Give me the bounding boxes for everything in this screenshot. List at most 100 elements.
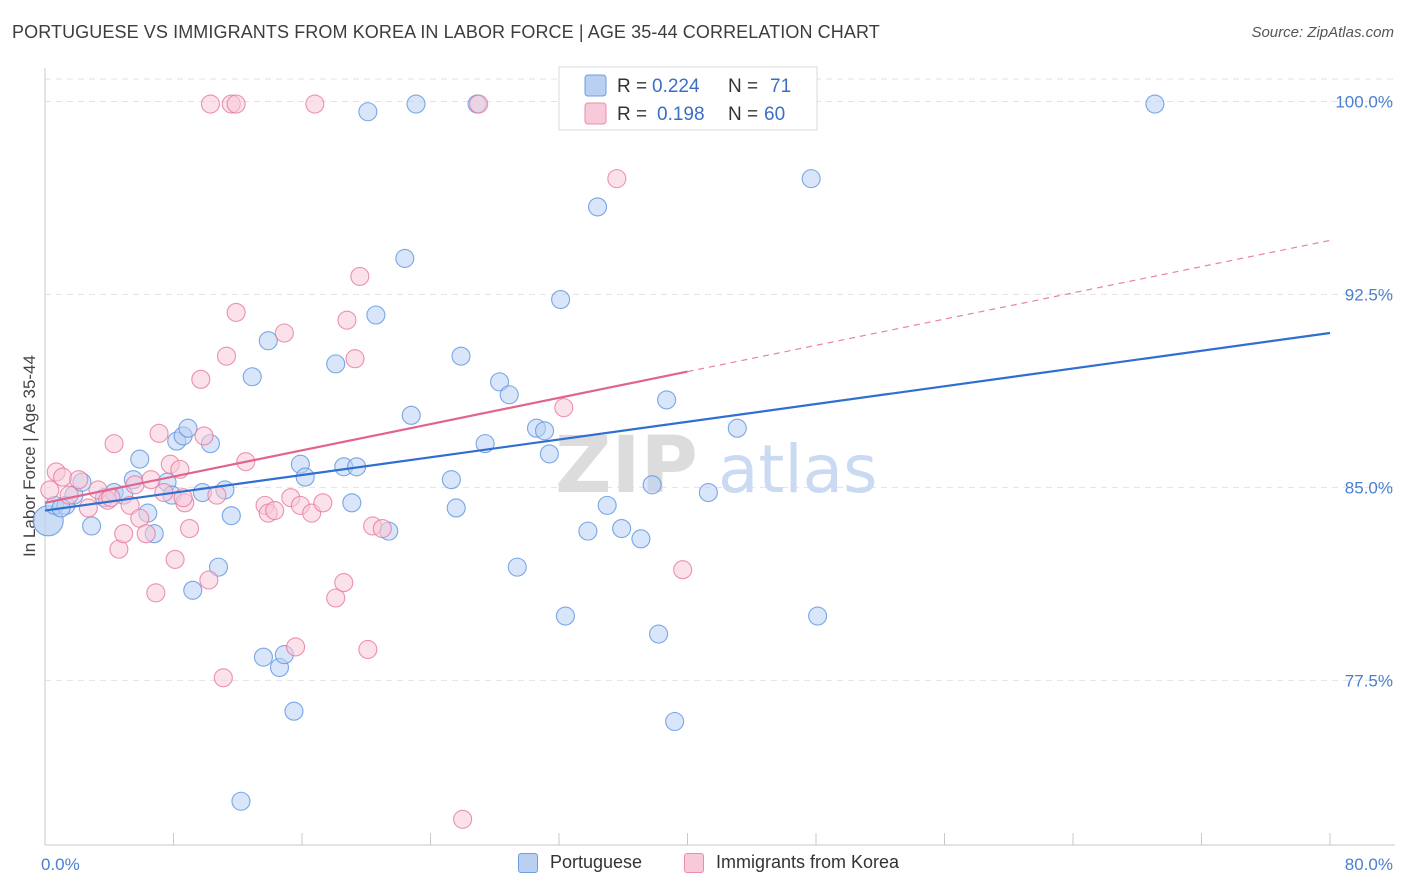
data-point bbox=[539, 444, 559, 464]
data-point bbox=[180, 518, 200, 539]
data-point bbox=[665, 711, 685, 732]
data-point bbox=[358, 639, 378, 660]
data-point bbox=[284, 701, 304, 721]
legend-label: Portuguese bbox=[550, 852, 643, 872]
data-point bbox=[213, 668, 233, 688]
watermark-atlas: atlas bbox=[718, 431, 878, 508]
data-point bbox=[587, 197, 608, 217]
legend-n-label-2: N = bbox=[728, 104, 758, 125]
data-point bbox=[165, 549, 185, 569]
data-point bbox=[53, 467, 73, 487]
data-point bbox=[649, 624, 669, 644]
data-point bbox=[350, 266, 370, 286]
legend-swatch bbox=[518, 852, 538, 873]
legend-r-label-1: R = bbox=[617, 76, 647, 97]
data-point bbox=[372, 518, 392, 539]
legend-swatch-portuguese bbox=[584, 74, 607, 97]
data-point bbox=[253, 647, 274, 667]
legend-r-value-2: 0.198 bbox=[657, 104, 705, 125]
data-point bbox=[226, 94, 246, 114]
data-point bbox=[178, 418, 198, 438]
legend-n-value-1: 71 bbox=[770, 76, 791, 97]
data-point bbox=[183, 580, 203, 600]
data-point bbox=[265, 500, 285, 521]
data-point bbox=[194, 426, 214, 446]
x-tick-label: 80.0% bbox=[1345, 855, 1393, 874]
data-point bbox=[555, 606, 575, 626]
trend-extension-korea bbox=[687, 239, 1331, 373]
data-point bbox=[358, 102, 378, 122]
data-point bbox=[395, 248, 415, 268]
data-point bbox=[554, 398, 574, 418]
y-tick-label: 85.0% bbox=[1345, 478, 1393, 497]
data-point bbox=[490, 372, 510, 392]
data-point bbox=[673, 560, 693, 580]
data-point bbox=[69, 470, 89, 490]
data-point bbox=[313, 493, 333, 513]
data-point bbox=[499, 385, 519, 405]
data-point bbox=[578, 521, 598, 541]
chart-title: PORTUGUESE VS IMMIGRANTS FROM KOREA IN L… bbox=[12, 22, 880, 42]
data-point bbox=[216, 346, 237, 366]
data-point bbox=[231, 791, 251, 811]
y-tick-label: 77.5% bbox=[1345, 671, 1393, 690]
y-tick-label: 100.0% bbox=[1335, 92, 1393, 111]
data-point bbox=[114, 524, 134, 544]
data-point bbox=[286, 637, 306, 657]
data-point bbox=[657, 390, 677, 410]
data-point bbox=[199, 570, 219, 590]
data-point bbox=[801, 169, 821, 189]
data-point bbox=[406, 94, 426, 114]
source-credit: Source: ZipAtlas.com bbox=[1251, 24, 1394, 41]
stats-legend: R = 0.224 N = 71 R = 0.198 N = 60 bbox=[558, 66, 818, 131]
legend-swatch bbox=[684, 852, 704, 873]
legend-item-korea: Immigrants from Korea bbox=[684, 852, 899, 873]
data-point bbox=[120, 495, 140, 515]
data-point bbox=[221, 506, 241, 526]
data-point bbox=[534, 421, 555, 441]
data-point bbox=[149, 423, 169, 443]
data-point bbox=[469, 94, 489, 114]
data-point bbox=[326, 354, 346, 374]
data-point bbox=[1145, 94, 1165, 114]
data-point bbox=[727, 418, 747, 438]
data-point bbox=[337, 310, 357, 330]
data-point bbox=[551, 290, 571, 310]
data-point bbox=[451, 346, 471, 366]
x-tick-label: 0.0% bbox=[41, 855, 80, 874]
tick-labels: 100.0% 92.5% 85.0% 77.5% 0.0% 80.0% bbox=[41, 92, 1393, 874]
legend-item-portuguese: Portuguese bbox=[518, 852, 642, 873]
data-point bbox=[104, 434, 124, 454]
series-legend: Portuguese Immigrants from Korea bbox=[0, 852, 1406, 878]
data-point bbox=[326, 588, 346, 608]
data-point bbox=[146, 583, 166, 603]
data-point bbox=[808, 606, 828, 626]
data-point bbox=[258, 331, 278, 351]
data-point bbox=[342, 493, 362, 513]
data-point bbox=[446, 498, 466, 518]
data-point bbox=[631, 529, 651, 549]
watermark-zip: ZIP bbox=[555, 421, 698, 511]
data-point bbox=[401, 405, 421, 425]
data-point bbox=[642, 475, 662, 495]
legend-n-label-1: N = bbox=[728, 76, 758, 97]
legend-r-label-2: R = bbox=[617, 104, 647, 125]
trend-line-korea bbox=[44, 370, 688, 504]
data-point bbox=[130, 449, 150, 469]
data-point bbox=[507, 557, 527, 577]
data-point bbox=[607, 169, 627, 189]
data-point bbox=[597, 495, 617, 515]
data-point bbox=[40, 480, 60, 500]
trend-lines bbox=[44, 239, 1331, 512]
data-point bbox=[82, 516, 102, 536]
data-point bbox=[207, 485, 227, 505]
legend-r-value-1: 0.224 bbox=[652, 76, 700, 97]
axes bbox=[44, 68, 1395, 846]
data-point bbox=[136, 524, 156, 544]
data-point bbox=[59, 485, 79, 505]
legend-label: Immigrants from Korea bbox=[716, 852, 900, 872]
data-point bbox=[78, 498, 98, 518]
data-point bbox=[200, 94, 220, 114]
data-point bbox=[453, 809, 473, 829]
